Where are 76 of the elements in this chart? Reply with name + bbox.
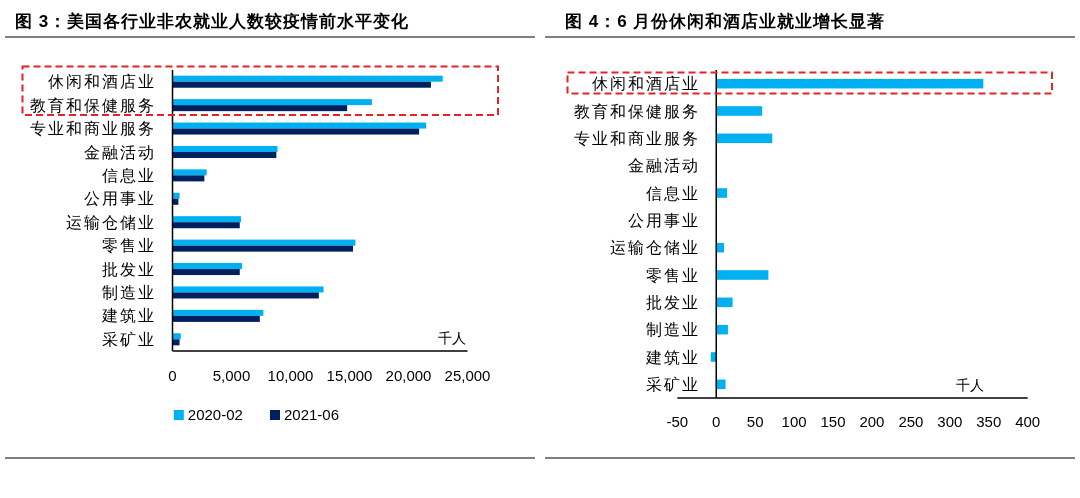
bar <box>172 75 443 82</box>
legend-label: 2020-02 <box>187 406 243 424</box>
x-tick-label: 350 <box>976 413 1002 431</box>
bar <box>172 105 348 112</box>
bar <box>172 169 207 176</box>
y-tick-label: 制造业 <box>102 284 156 302</box>
y-tick-label: 采矿业 <box>102 330 156 348</box>
legend-label: 2021-06 <box>284 406 340 424</box>
x-tick-label: 15,000 <box>326 367 373 385</box>
bar <box>172 128 420 135</box>
y-tick-label: 零售业 <box>646 266 700 284</box>
bar <box>172 122 427 129</box>
bar <box>172 151 277 158</box>
y-tick-label: 教育和保健服务 <box>30 96 156 114</box>
y-tick-label: 专业和商业服务 <box>30 120 156 138</box>
x-axis-title: 千人 <box>956 377 984 393</box>
y-tick-label: 建筑业 <box>101 307 156 325</box>
chart-title: 图 4：6 月份休闲和酒店业就业增长显著 <box>565 11 886 31</box>
bar <box>172 292 319 299</box>
bar <box>172 339 180 346</box>
y-tick-label: 休闲和酒店业 <box>48 73 156 91</box>
x-tick-label: 100 <box>781 413 807 431</box>
y-tick-label: 批发业 <box>646 293 700 311</box>
y-tick-label: 制造业 <box>646 321 700 339</box>
y-tick-label: 公用事业 <box>628 211 700 229</box>
bar <box>172 245 354 252</box>
x-tick-label: 50 <box>746 413 764 431</box>
y-tick-label: 信息业 <box>102 166 156 184</box>
y-tick-label: 金融活动 <box>628 157 700 175</box>
x-tick-label: 10,000 <box>267 367 314 385</box>
x-tick-label: 400 <box>1015 413 1041 431</box>
bar <box>172 286 324 293</box>
bar <box>716 133 773 144</box>
y-tick-label: 公用事业 <box>84 190 156 208</box>
bar <box>172 239 356 246</box>
y-tick-label: 金融活动 <box>84 143 156 161</box>
x-tick-label: 250 <box>898 413 924 431</box>
x-tick-label: 200 <box>859 413 885 431</box>
x-tick-label: 20,000 <box>385 367 432 385</box>
y-tick-label: 采矿业 <box>646 375 700 393</box>
bar <box>172 192 180 199</box>
x-tick-label: -50 <box>666 413 689 431</box>
bar <box>172 81 431 88</box>
bar <box>172 175 205 182</box>
y-tick-label: 运输仓储业 <box>610 239 700 257</box>
y-tick-label: 信息业 <box>646 184 700 202</box>
bar <box>172 269 240 276</box>
x-tick-label: 25,000 <box>444 367 491 385</box>
bar <box>172 333 181 340</box>
bar <box>716 297 733 308</box>
bar <box>716 78 984 89</box>
x-tick-label: 5,000 <box>212 367 251 385</box>
bar <box>172 222 240 229</box>
x-axis-title: 千人 <box>438 330 466 346</box>
y-tick-label: 专业和商业服务 <box>574 129 700 147</box>
bar <box>172 263 243 270</box>
x-tick-label: 300 <box>937 413 963 431</box>
x-tick-label: 150 <box>820 413 846 431</box>
y-tick-label: 零售业 <box>102 237 156 255</box>
bar <box>716 106 763 116</box>
y-tick-label: 教育和保健服务 <box>574 102 700 120</box>
bar <box>716 379 726 390</box>
bar <box>172 315 260 322</box>
y-tick-label: 休闲和酒店业 <box>592 75 700 93</box>
bar <box>716 188 728 198</box>
x-tick-label: 0 <box>712 413 721 431</box>
y-tick-label: 批发业 <box>102 260 156 278</box>
bar <box>716 270 769 280</box>
bar <box>172 216 241 223</box>
y-tick-label: 建筑业 <box>645 348 700 366</box>
chart-title: 图 3：美国各行业非农就业人数较疫情前水平变化 <box>15 11 410 31</box>
y-tick-label: 运输仓储业 <box>66 213 156 231</box>
x-tick-label: 0 <box>168 367 177 385</box>
bar <box>172 145 278 152</box>
bar <box>172 99 372 106</box>
bar <box>172 309 264 316</box>
